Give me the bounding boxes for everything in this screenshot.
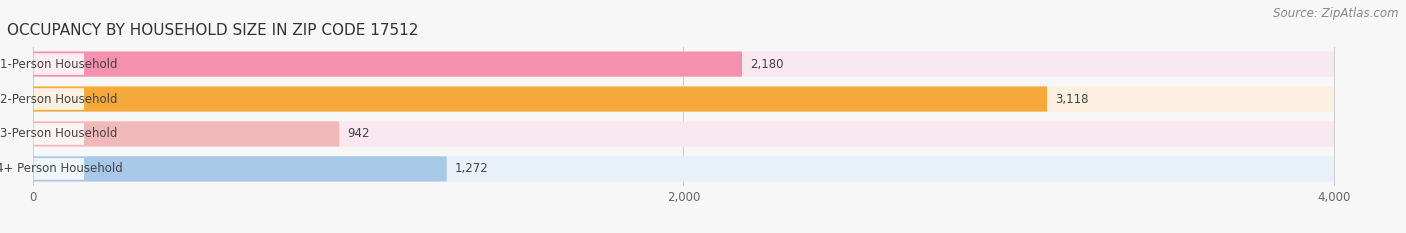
Text: Source: ZipAtlas.com: Source: ZipAtlas.com	[1274, 7, 1399, 20]
FancyBboxPatch shape	[34, 88, 84, 110]
Text: 2-Person Household: 2-Person Household	[0, 93, 118, 106]
FancyBboxPatch shape	[34, 51, 742, 77]
FancyBboxPatch shape	[34, 51, 1334, 77]
Text: 3,118: 3,118	[1056, 93, 1088, 106]
FancyBboxPatch shape	[34, 121, 1334, 147]
FancyBboxPatch shape	[34, 86, 1047, 112]
Text: 1-Person Household: 1-Person Household	[0, 58, 118, 71]
Text: 3-Person Household: 3-Person Household	[0, 127, 118, 140]
Text: 2,180: 2,180	[751, 58, 783, 71]
FancyBboxPatch shape	[34, 123, 84, 145]
FancyBboxPatch shape	[34, 86, 1334, 112]
Text: OCCUPANCY BY HOUSEHOLD SIZE IN ZIP CODE 17512: OCCUPANCY BY HOUSEHOLD SIZE IN ZIP CODE …	[7, 24, 419, 38]
FancyBboxPatch shape	[34, 53, 84, 75]
Text: 4+ Person Household: 4+ Person Household	[0, 162, 122, 175]
FancyBboxPatch shape	[34, 156, 1334, 182]
Text: 942: 942	[347, 127, 370, 140]
Text: 1,272: 1,272	[456, 162, 489, 175]
FancyBboxPatch shape	[34, 121, 339, 147]
FancyBboxPatch shape	[34, 158, 84, 180]
FancyBboxPatch shape	[34, 156, 447, 182]
